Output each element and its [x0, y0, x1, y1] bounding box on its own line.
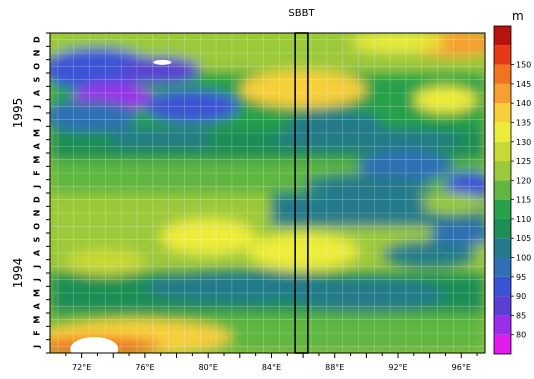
colorbar-label: 100	[516, 254, 531, 263]
field-feature	[271, 129, 462, 151]
colorbar-label: 125	[516, 157, 531, 166]
month-label: F	[33, 330, 42, 335]
month-label: S	[33, 237, 42, 243]
colorbar-label: 120	[516, 176, 531, 185]
colorbar-unit: m	[512, 9, 524, 23]
x-tick-label: 72°E	[72, 363, 91, 372]
colorbar-swatch	[494, 122, 511, 142]
month-label: D	[33, 196, 42, 203]
colorbar-label: 80	[516, 331, 526, 340]
month-label: N	[33, 210, 42, 217]
month-label: D	[33, 36, 42, 43]
field-feature	[421, 193, 485, 215]
colorbar-swatch	[494, 103, 511, 123]
colorbar-label: 140	[516, 99, 531, 108]
month-label: M	[33, 129, 42, 137]
colorbar-label: 95	[516, 273, 526, 282]
month-label: N	[33, 50, 42, 57]
colorbar-swatch	[494, 83, 511, 104]
year-label: 1995	[11, 98, 25, 129]
month-label: J	[33, 345, 42, 349]
field-feature	[50, 99, 137, 132]
colorbar-swatch	[494, 64, 511, 84]
colorbar-swatch	[494, 199, 511, 219]
x-axis: 72°E 76°E 80°E 84°E 88°E 92°E 96°E	[65, 353, 478, 372]
colorbar-swatch	[494, 26, 511, 46]
colorbar-swatch	[494, 45, 511, 65]
x-tick-label: 96°E	[452, 363, 471, 372]
field-feature	[287, 278, 446, 311]
month-label: O	[33, 223, 42, 230]
month-label: F	[33, 170, 42, 175]
year-label: 1994	[11, 258, 25, 289]
sbbt-label: SBBT	[288, 8, 315, 19]
field-feature	[247, 233, 359, 271]
colorbar-swatch	[494, 161, 511, 181]
colorbar-swatch	[494, 180, 511, 200]
month-label: M	[33, 289, 42, 297]
colorbar-swatch	[494, 141, 511, 162]
month-label: A	[33, 89, 42, 96]
field-feature	[65, 249, 145, 276]
colorbar-label: 85	[516, 311, 526, 320]
field-feature	[303, 174, 430, 196]
month-label: O	[33, 63, 42, 70]
colorbar-swatch	[494, 296, 511, 316]
sea-level-field	[50, 33, 485, 353]
colorbar-swatch	[494, 257, 511, 277]
x-tick-label: 80°E	[199, 363, 218, 372]
colorbar-label: 130	[516, 138, 531, 147]
field-feature	[429, 222, 485, 247]
colorbar-swatch	[494, 218, 511, 239]
field-band	[113, 129, 209, 147]
colorbar: 80 85 90 95 100 105 110 115 120 125 130 135 140 145 15…	[493, 25, 531, 355]
x-tick-label: 88°E	[325, 363, 344, 372]
field-feature	[160, 218, 256, 256]
month-label: J	[33, 118, 42, 122]
colorbar-label: 110	[516, 215, 531, 224]
colorbar-label: 115	[516, 196, 531, 205]
field-feature	[350, 33, 446, 52]
colorbar-swatch	[494, 238, 511, 258]
x-tick-label: 84°E	[262, 363, 281, 372]
field-feature	[413, 86, 478, 113]
month-label: A	[33, 142, 42, 149]
colorbar-label: 135	[516, 118, 531, 127]
field-feature	[239, 70, 367, 108]
field-feature	[358, 150, 454, 183]
month-label: J	[33, 105, 42, 109]
colorbar-label: 105	[516, 234, 531, 243]
field-feature	[382, 241, 478, 268]
x-tick-label: 92°E	[388, 363, 407, 372]
field-feature	[144, 90, 240, 123]
colorbar-label: 145	[516, 80, 531, 89]
colorbar-label: 90	[516, 292, 526, 301]
month-label: A	[33, 249, 42, 256]
field-feature	[50, 47, 153, 91]
month-label: M	[33, 316, 42, 324]
colorbar-label: 150	[516, 61, 531, 70]
month-label: J	[33, 278, 42, 282]
month-label: M	[33, 156, 42, 164]
colorbar-frame	[493, 25, 512, 355]
month-label: S	[33, 77, 42, 83]
colorbar-swatch	[494, 334, 511, 354]
field-feature	[144, 270, 335, 303]
colorbar-swatch	[494, 276, 511, 297]
missing-data-patch	[153, 59, 172, 65]
month-label: J	[33, 265, 42, 269]
month-label: J	[33, 185, 42, 189]
sbbt-box	[294, 32, 309, 354]
field-feature	[445, 171, 485, 199]
x-tick-label: 76°E	[135, 363, 154, 372]
colorbar-swatch	[494, 315, 511, 335]
month-label: A	[33, 302, 42, 309]
missing-data-patch	[70, 337, 119, 353]
field-feature	[121, 57, 201, 84]
